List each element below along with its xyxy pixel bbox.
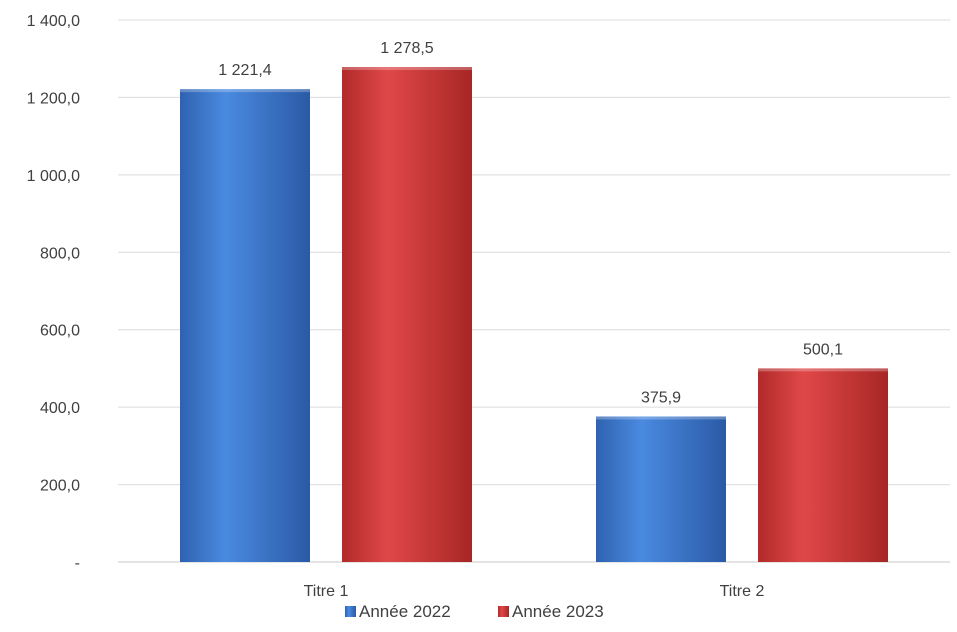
legend-swatch (345, 606, 356, 617)
data-label: 1 221,4 (218, 62, 271, 79)
y-tick-label: 400,0 (40, 400, 80, 417)
bar-highlight (342, 67, 472, 71)
category-label: Titre 1 (304, 583, 349, 600)
data-label: 1 278,5 (380, 40, 433, 57)
legend-swatch (498, 606, 509, 617)
y-tick-label: 600,0 (40, 323, 80, 340)
y-tick-label: 200,0 (40, 478, 80, 495)
legend-label: Année 2023 (512, 602, 604, 621)
legend-label: Année 2022 (359, 602, 451, 621)
data-label: 500,1 (803, 341, 843, 358)
y-tick-label: 1 400,0 (27, 13, 80, 30)
bar (758, 368, 888, 562)
bar-highlight (758, 368, 888, 372)
y-tick-label: - (75, 555, 80, 572)
y-tick-label: 800,0 (40, 245, 80, 262)
bar-highlight (180, 89, 310, 93)
y-tick-label: 1 200,0 (27, 90, 80, 107)
bar (342, 67, 472, 563)
data-label: 375,9 (641, 389, 681, 406)
bar (180, 89, 310, 563)
bar (596, 416, 726, 562)
y-tick-label: 1 000,0 (27, 168, 80, 185)
category-label: Titre 2 (720, 583, 765, 600)
bar-highlight (596, 416, 726, 420)
